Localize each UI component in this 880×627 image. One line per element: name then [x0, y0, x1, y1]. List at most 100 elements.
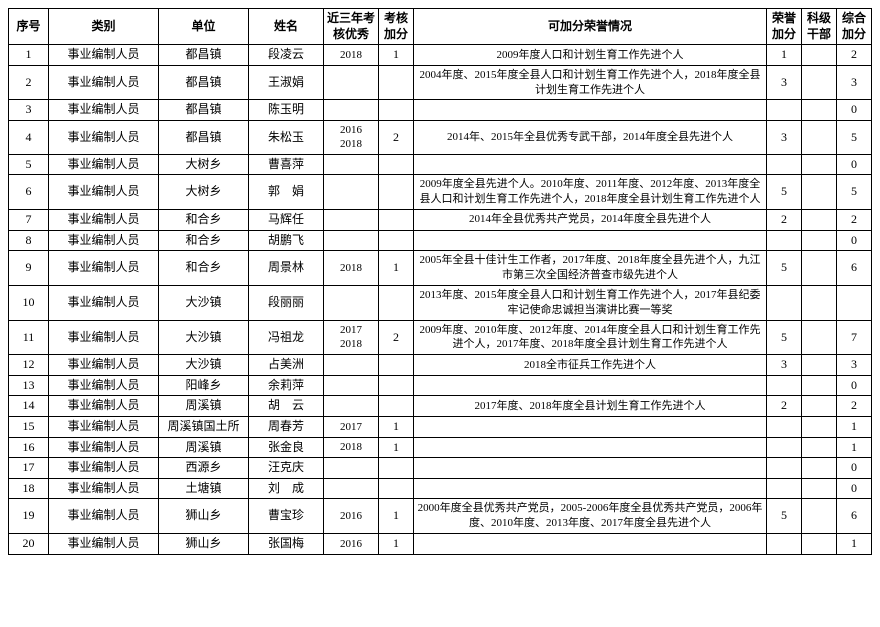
cell-category: 事业编制人员	[49, 45, 159, 66]
cell-bonus1: 3	[767, 65, 802, 100]
cell-bonus3: 2	[837, 209, 872, 230]
cell-honor	[414, 230, 767, 251]
cell-score	[379, 209, 414, 230]
cell-name: 冯祖龙	[249, 320, 324, 355]
table-row: 18事业编制人员土塘镇刘 成0	[9, 478, 872, 499]
cell-bonus2	[802, 251, 837, 286]
cell-bonus3: 0	[837, 154, 872, 175]
cell-honor: 2000年度全县优秀共产党员，2005-2006年度全县优秀共产党员，2006年…	[414, 499, 767, 534]
cell-unit: 和合乡	[159, 251, 249, 286]
table-row: 9事业编制人员和合乡周景林201812005年全县十佳计生工作者，2017年度、…	[9, 251, 872, 286]
header-bonus1: 荣誉加分	[767, 9, 802, 45]
cell-years	[324, 285, 379, 320]
cell-score: 2	[379, 121, 414, 155]
cell-unit: 大树乡	[159, 175, 249, 210]
cell-years: 2017	[324, 416, 379, 437]
cell-bonus3: 6	[837, 251, 872, 286]
cell-unit: 土塘镇	[159, 478, 249, 499]
table-row: 8事业编制人员和合乡胡鹏飞0	[9, 230, 872, 251]
cell-seq: 2	[9, 65, 49, 100]
cell-honor: 2013年度、2015年度全县人口和计划生育工作先进个人，2017年县纪委牢记使…	[414, 285, 767, 320]
table-row: 5事业编制人员大树乡曹喜萍0	[9, 154, 872, 175]
cell-seq: 17	[9, 458, 49, 479]
cell-years	[324, 458, 379, 479]
cell-unit: 大树乡	[159, 154, 249, 175]
cell-seq: 7	[9, 209, 49, 230]
cell-honor: 2009年度全县先进个人。2010年度、2011年度、2012年度、2013年度…	[414, 175, 767, 210]
table-row: 7事业编制人员和合乡马辉任2014年全县优秀共产党员，2014年度全县先进个人2…	[9, 209, 872, 230]
cell-score: 1	[379, 416, 414, 437]
cell-category: 事业编制人员	[49, 355, 159, 376]
cell-name: 占美洲	[249, 355, 324, 376]
table-row: 19事业编制人员狮山乡曹宝珍201612000年度全县优秀共产党员，2005-2…	[9, 499, 872, 534]
cell-category: 事业编制人员	[49, 230, 159, 251]
cell-score	[379, 285, 414, 320]
cell-bonus1: 5	[767, 499, 802, 534]
cell-honor	[414, 100, 767, 121]
cell-name: 周春芳	[249, 416, 324, 437]
cell-bonus3: 7	[837, 320, 872, 355]
cell-unit: 都昌镇	[159, 65, 249, 100]
cell-bonus2	[802, 121, 837, 155]
cell-bonus3: 5	[837, 175, 872, 210]
cell-category: 事业编制人员	[49, 458, 159, 479]
cell-seq: 10	[9, 285, 49, 320]
personnel-table: 序号 类别 单位 姓名 近三年考核优秀 考核加分 可加分荣誉情况 荣誉加分 科级…	[8, 8, 872, 555]
cell-seq: 5	[9, 154, 49, 175]
table-row: 4事业编制人员都昌镇朱松玉2016201822014年、2015年全县优秀专武干…	[9, 121, 872, 155]
cell-seq: 3	[9, 100, 49, 121]
cell-score: 1	[379, 251, 414, 286]
cell-years	[324, 100, 379, 121]
cell-score	[379, 355, 414, 376]
cell-bonus1	[767, 375, 802, 396]
cell-score: 1	[379, 534, 414, 555]
cell-years	[324, 175, 379, 210]
cell-name: 周景林	[249, 251, 324, 286]
cell-bonus3: 0	[837, 375, 872, 396]
cell-years: 20162018	[324, 121, 379, 155]
cell-category: 事业编制人员	[49, 65, 159, 100]
cell-score	[379, 154, 414, 175]
cell-category: 事业编制人员	[49, 100, 159, 121]
cell-score	[379, 175, 414, 210]
cell-bonus3: 1	[837, 437, 872, 458]
cell-bonus2	[802, 499, 837, 534]
cell-category: 事业编制人员	[49, 121, 159, 155]
cell-years: 2018	[324, 437, 379, 458]
table-header: 序号 类别 单位 姓名 近三年考核优秀 考核加分 可加分荣誉情况 荣誉加分 科级…	[9, 9, 872, 45]
cell-honor: 2018全市征兵工作先进个人	[414, 355, 767, 376]
table-row: 14事业编制人员周溪镇胡 云2017年度、2018年度全县计划生育工作先进个人2…	[9, 396, 872, 417]
table-row: 13事业编制人员阳峰乡余莉萍0	[9, 375, 872, 396]
cell-score: 2	[379, 320, 414, 355]
header-seq: 序号	[9, 9, 49, 45]
cell-bonus3: 0	[837, 458, 872, 479]
cell-category: 事业编制人员	[49, 320, 159, 355]
cell-name: 马辉任	[249, 209, 324, 230]
cell-score: 1	[379, 499, 414, 534]
cell-unit: 都昌镇	[159, 45, 249, 66]
cell-honor	[414, 458, 767, 479]
cell-years: 2018	[324, 251, 379, 286]
cell-score	[379, 65, 414, 100]
cell-unit: 大沙镇	[159, 355, 249, 376]
cell-category: 事业编制人员	[49, 499, 159, 534]
cell-bonus1: 3	[767, 355, 802, 376]
cell-honor: 2014年全县优秀共产党员，2014年度全县先进个人	[414, 209, 767, 230]
cell-unit: 狮山乡	[159, 499, 249, 534]
cell-bonus1	[767, 100, 802, 121]
table-row: 17事业编制人员西源乡汪克庆0	[9, 458, 872, 479]
cell-seq: 11	[9, 320, 49, 355]
cell-bonus3: 6	[837, 499, 872, 534]
cell-seq: 15	[9, 416, 49, 437]
table-row: 15事业编制人员周溪镇国土所周春芳201711	[9, 416, 872, 437]
cell-name: 胡鹏飞	[249, 230, 324, 251]
table-row: 20事业编制人员狮山乡张国梅201611	[9, 534, 872, 555]
header-years: 近三年考核优秀	[324, 9, 379, 45]
cell-bonus2	[802, 154, 837, 175]
cell-honor: 2005年全县十佳计生工作者，2017年度、2018年度全县先进个人，九江市第三…	[414, 251, 767, 286]
cell-unit: 阳峰乡	[159, 375, 249, 396]
cell-score	[379, 375, 414, 396]
cell-seq: 20	[9, 534, 49, 555]
cell-years	[324, 65, 379, 100]
table-row: 16事业编制人员周溪镇张金良201811	[9, 437, 872, 458]
